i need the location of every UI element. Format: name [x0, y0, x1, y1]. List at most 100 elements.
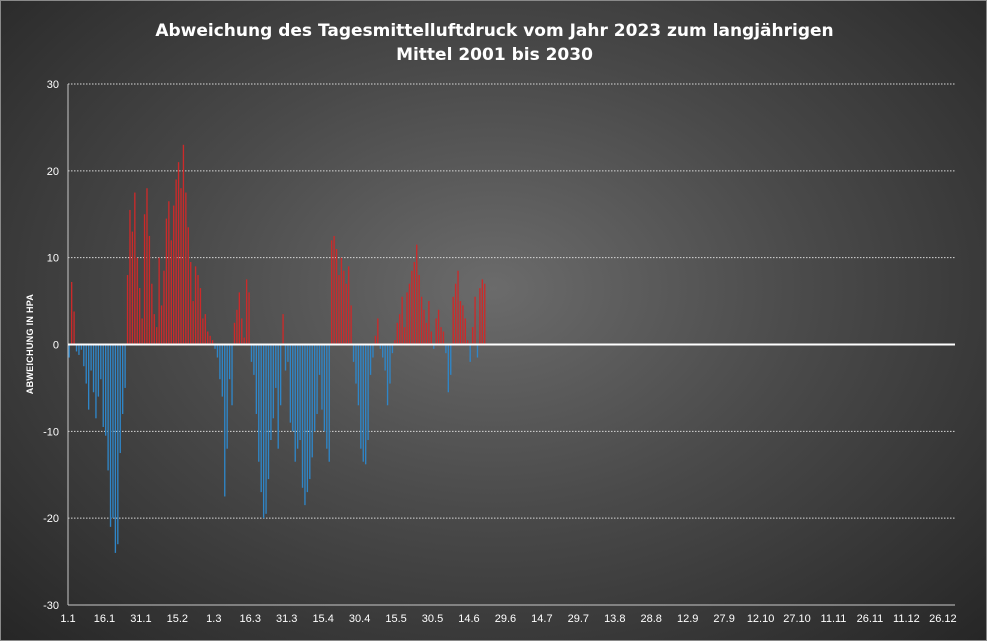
bar [233, 322, 236, 345]
bar [204, 314, 206, 345]
bar [318, 344, 321, 375]
bar [430, 331, 432, 345]
bar [275, 344, 277, 388]
bar [151, 283, 153, 345]
bar [255, 344, 258, 414]
bar [476, 344, 479, 358]
bar [126, 275, 129, 345]
chart-title-line-2: Mittel 2001 bis 2030 [396, 45, 593, 65]
bar [248, 292, 250, 345]
bar [265, 344, 267, 514]
bar [156, 327, 158, 345]
bar [416, 244, 418, 345]
bar [389, 344, 391, 384]
bar [423, 309, 425, 345]
bar [350, 305, 352, 345]
bar [143, 214, 146, 345]
bar [238, 292, 240, 345]
bar [411, 270, 413, 345]
bar [374, 335, 377, 345]
bar [284, 344, 287, 371]
bar [236, 309, 238, 345]
bar [360, 344, 362, 449]
bar [450, 344, 452, 375]
bar [437, 309, 440, 345]
bar [243, 337, 245, 345]
y-tick-label: 10 [47, 253, 59, 265]
x-tick-label: 12.10 [747, 613, 775, 625]
bar [313, 344, 316, 432]
gridlines [68, 83, 955, 606]
x-tick-label: 29.6 [495, 613, 516, 625]
bar [180, 188, 182, 345]
bar [309, 344, 311, 480]
bar [355, 344, 357, 384]
bar [413, 262, 415, 345]
bar [372, 344, 374, 358]
bar [190, 262, 192, 345]
bar [352, 344, 355, 362]
x-tick-label: 15.5 [385, 613, 406, 625]
bar [471, 327, 474, 345]
bar [348, 266, 350, 345]
bar [68, 344, 70, 358]
bar [357, 344, 360, 406]
bar [199, 288, 202, 345]
bar [394, 340, 396, 345]
bar [146, 188, 148, 345]
bar [241, 318, 243, 345]
bar [331, 240, 333, 345]
bar [102, 344, 104, 427]
bar [105, 344, 107, 436]
bar [250, 344, 253, 362]
bar [202, 318, 204, 345]
bar [289, 344, 292, 423]
bar [153, 314, 155, 345]
bar [454, 283, 457, 345]
bar [335, 248, 338, 345]
bar [321, 344, 323, 410]
bar [134, 192, 136, 345]
bar [365, 344, 367, 465]
x-tick-label: 1.1 [60, 613, 75, 625]
bar [316, 344, 318, 414]
bar [445, 344, 447, 354]
bar [462, 305, 464, 345]
bar [484, 283, 486, 345]
x-tick-label: 15.2 [167, 613, 188, 625]
x-tick-label: 31.3 [276, 613, 297, 625]
bar [296, 344, 299, 449]
axes: 30 20 10 0 -10 -20 -301.1 16.1 31.1 15.2 1.3 16.3 31… [43, 79, 957, 625]
bar [406, 292, 408, 345]
chart-title: Abweichung des Tagesmittelluftdruck vom … [1, 19, 986, 67]
bar [474, 296, 476, 345]
x-tick-label: 11.11 [821, 613, 847, 625]
bar [282, 314, 284, 345]
bar [340, 257, 343, 345]
bar [442, 331, 445, 345]
x-tick-label: 27.9 [713, 613, 734, 625]
x-tick-label: 27.10 [783, 613, 811, 625]
x-tick-label: 16.1 [94, 613, 115, 625]
bar [114, 344, 117, 553]
bar [479, 288, 481, 345]
y-tick-label: 0 [53, 340, 59, 352]
y-tick-label: -20 [43, 513, 59, 525]
chart-title-line-1: Abweichung des Tagesmittelluftdruck vom … [155, 21, 834, 41]
y-tick-label: -30 [43, 600, 59, 612]
bar [221, 344, 223, 397]
bar [107, 344, 109, 471]
bars [68, 144, 486, 553]
bar [136, 257, 138, 345]
bar [377, 318, 379, 345]
bar [270, 344, 272, 441]
bar [386, 344, 389, 406]
bar [469, 344, 471, 362]
bar [420, 296, 423, 345]
bar [433, 344, 435, 349]
bar [163, 270, 165, 345]
bar [95, 344, 97, 419]
bar [326, 344, 328, 449]
bar [457, 270, 459, 345]
bar [481, 279, 484, 345]
